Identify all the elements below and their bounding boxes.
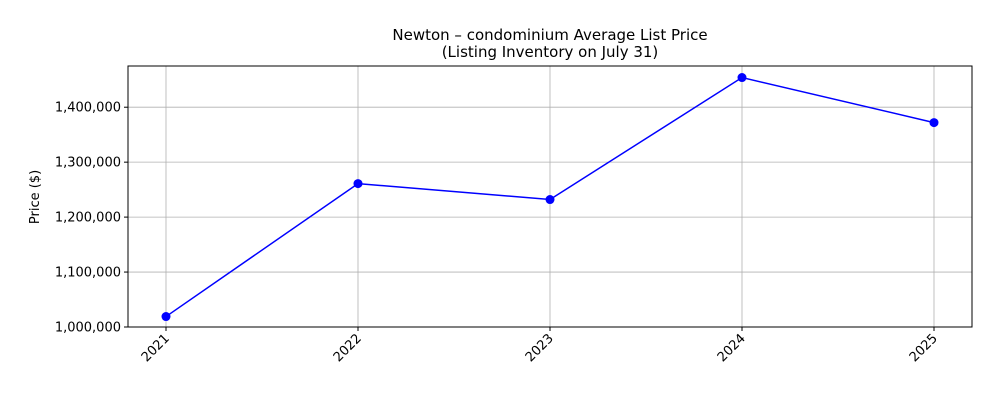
data-point-2023 — [545, 195, 555, 205]
data-point-2022 — [353, 179, 363, 189]
y-tick-label: 1,100,000 — [55, 266, 121, 281]
data-points — [161, 73, 939, 322]
chart-title: Newton – condominium Average List Price — [392, 26, 707, 44]
y-tick-label: 1,300,000 — [55, 156, 121, 171]
data-point-2025 — [929, 118, 939, 128]
x-tick-label: 2025 — [907, 331, 941, 365]
x-tick-label: 2022 — [331, 331, 365, 365]
y-axis-ticks: 1,000,000 1,100,000 1,200,000 1,300,000 1,40… — [55, 101, 128, 336]
x-tick-label: 2021 — [139, 331, 173, 365]
x-axis-ticks: 2021 2022 2023 2024 2025 — [139, 327, 941, 365]
y-tick-label: 1,000,000 — [55, 321, 121, 336]
data-point-2024 — [737, 73, 747, 83]
y-tick-label: 1,400,000 — [55, 101, 121, 116]
chart-subtitle: (Listing Inventory on July 31) — [442, 43, 659, 61]
y-tick-label: 1,200,000 — [55, 211, 121, 226]
y-axis-label: Price ($) — [28, 170, 43, 224]
x-tick-label: 2023 — [523, 331, 557, 365]
data-point-2021 — [161, 312, 171, 322]
x-tick-label: 2024 — [715, 331, 749, 365]
